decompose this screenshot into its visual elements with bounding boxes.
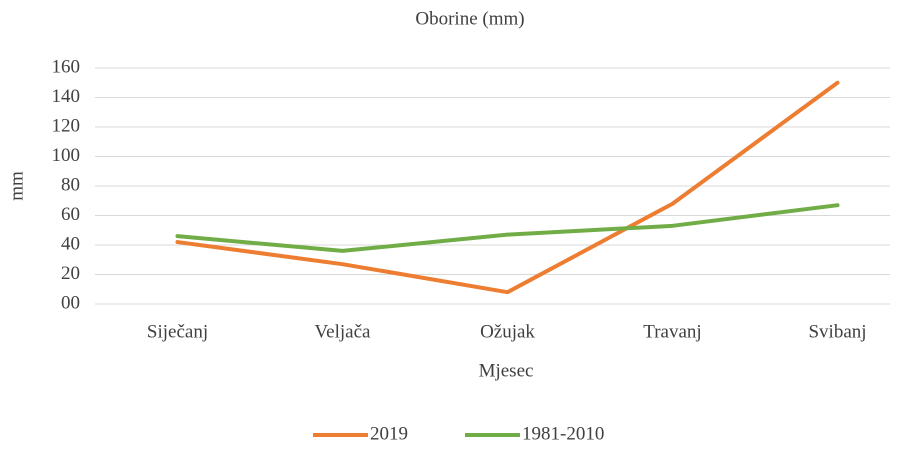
- x-tick-label: Siječanj: [147, 321, 208, 342]
- y-tick-label: 80: [61, 174, 80, 195]
- y-tick-label: 00: [61, 292, 80, 313]
- legend-label: 1981-2010: [522, 423, 604, 444]
- x-tick-label: Veljača: [315, 321, 371, 342]
- x-axis-label: Mjesec: [479, 360, 534, 381]
- chart-title: Oborine (mm): [415, 8, 524, 29]
- y-tick-label: 60: [61, 204, 80, 225]
- x-tick-label: Travanj: [643, 321, 701, 342]
- y-tick-label: 140: [52, 86, 81, 107]
- y-tick-label: 40: [61, 233, 80, 254]
- x-tick-label: Svibanj: [808, 321, 866, 342]
- y-tick-label: 120: [52, 115, 81, 136]
- legend-label: 2019: [370, 423, 408, 444]
- y-axis-label: mm: [6, 171, 27, 201]
- y-tick-label: 100: [52, 145, 81, 166]
- x-tick-label: Ožujak: [480, 321, 535, 342]
- y-tick-label: 20: [61, 263, 80, 284]
- y-tick-label: 160: [52, 56, 81, 77]
- line-series: [175, 80, 840, 295]
- line-series: [175, 203, 840, 253]
